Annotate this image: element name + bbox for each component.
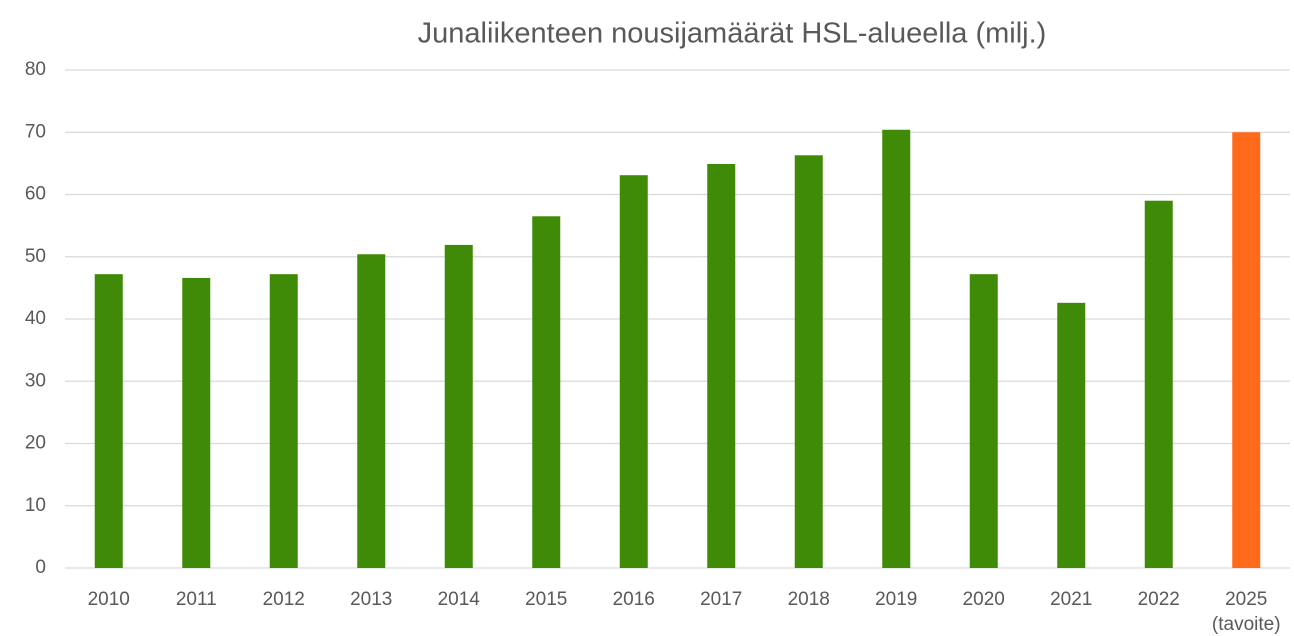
bar bbox=[882, 129, 911, 568]
bar bbox=[532, 216, 561, 568]
x-tick-annotation: (tavoite) bbox=[1212, 614, 1281, 635]
x-tick-label: 2011 bbox=[176, 589, 217, 610]
bar bbox=[357, 254, 386, 568]
chart-title: Junaliikenteen nousijamäärät HSL-alueell… bbox=[418, 18, 1047, 50]
y-tick-label: 70 bbox=[25, 121, 46, 142]
y-tick-label: 80 bbox=[25, 59, 46, 80]
x-tick-label: 2012 bbox=[263, 589, 305, 610]
bar bbox=[1144, 200, 1173, 568]
bar bbox=[94, 274, 123, 568]
x-tick-label: 2013 bbox=[350, 589, 392, 610]
x-tick-label: 2022 bbox=[1138, 589, 1180, 610]
x-tick-label: 2018 bbox=[788, 589, 830, 610]
y-tick-label: 10 bbox=[25, 495, 46, 516]
bar bbox=[794, 155, 823, 568]
x-tick-label: 2021 bbox=[1050, 589, 1092, 610]
x-tick-label: 2020 bbox=[963, 589, 1005, 610]
x-tick-label: 2015 bbox=[525, 589, 567, 610]
y-tick-label: 40 bbox=[25, 308, 46, 329]
x-tick-label: 2019 bbox=[875, 589, 917, 610]
bar bbox=[707, 163, 736, 568]
y-tick-label: 0 bbox=[35, 557, 46, 578]
bar bbox=[182, 277, 211, 568]
x-tick-label: 2010 bbox=[88, 589, 130, 610]
bar bbox=[1232, 132, 1261, 568]
y-tick-label: 60 bbox=[25, 184, 46, 205]
y-tick-label: 50 bbox=[25, 246, 46, 267]
bar bbox=[969, 274, 998, 568]
bar bbox=[444, 244, 473, 569]
y-tick-label: 20 bbox=[25, 433, 46, 454]
x-tick-label: 2025 bbox=[1225, 589, 1267, 610]
bar bbox=[269, 274, 298, 568]
x-tick-label: 2016 bbox=[613, 589, 655, 610]
x-tick-label: 2014 bbox=[438, 589, 481, 610]
y-tick-label: 30 bbox=[25, 370, 46, 391]
bar bbox=[1057, 302, 1086, 568]
bar bbox=[619, 175, 648, 568]
x-tick-label: 2017 bbox=[700, 589, 742, 610]
